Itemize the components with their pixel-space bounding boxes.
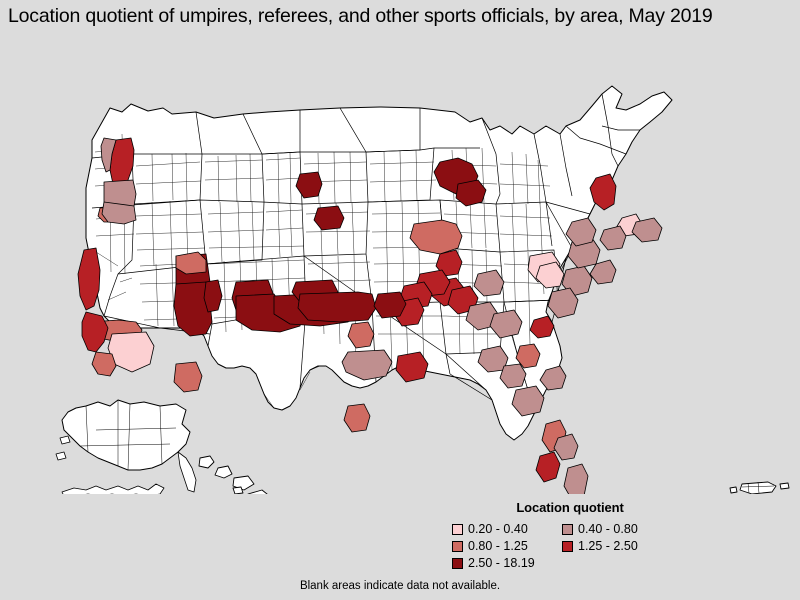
alaska-panhandle xyxy=(177,451,197,493)
region-orlando xyxy=(553,433,579,461)
puerto-rico-detail xyxy=(741,481,775,494)
hawaii-molokai-maui xyxy=(232,475,255,491)
region-la-basin xyxy=(107,331,155,373)
legend-item-3[interactable]: 0.80 - 1.25 xyxy=(452,538,562,554)
legend-label-4: 1.25 - 2.50 xyxy=(578,539,638,553)
region-north-wisconsin xyxy=(435,249,463,277)
hawaii-oahu xyxy=(214,465,233,479)
region-tampa xyxy=(535,451,561,483)
page-title: Location quotient of umpires, referees, … xyxy=(8,5,713,27)
region-north-sd xyxy=(295,171,323,199)
region-bay-area xyxy=(81,311,109,353)
region-slc xyxy=(203,279,223,313)
region-austin-san-antonio xyxy=(343,403,371,433)
region-north-georgia xyxy=(511,385,545,417)
region-west-wyoming xyxy=(175,251,207,275)
region-kansas-city xyxy=(373,291,407,319)
region-salem-mid xyxy=(101,201,137,225)
map-svg[interactable] xyxy=(0,34,800,494)
region-alabama xyxy=(499,363,527,389)
region-coastal-sc xyxy=(539,365,567,391)
alaska-aleutians xyxy=(61,483,165,494)
data-regions xyxy=(77,137,663,494)
region-kentucky-nonmetro xyxy=(489,309,523,339)
puerto-rico-vieques xyxy=(779,482,790,490)
hawaii-lanai xyxy=(232,486,244,494)
legend-swatch-2 xyxy=(562,523,573,535)
region-mich-nw xyxy=(455,179,487,207)
legend-title: Location quotient xyxy=(516,500,624,515)
choropleth-map[interactable] xyxy=(0,34,800,494)
legend-label-2: 0.40 - 0.80 xyxy=(578,522,638,536)
region-coastal-wa xyxy=(100,137,117,173)
region-hudson-valley xyxy=(565,217,597,247)
legend-item-2[interactable]: 0.40 - 0.80 xyxy=(562,521,672,537)
legend-item-5[interactable]: 2.50 - 18.19 xyxy=(452,555,562,571)
alaska-mainland xyxy=(61,399,191,471)
legend-swatch-5 xyxy=(452,557,463,569)
legend-swatch-3 xyxy=(452,540,463,552)
legend-swatch-4 xyxy=(562,540,573,552)
puerto-rico-inset[interactable] xyxy=(729,481,790,494)
region-nor-cal-coast xyxy=(77,247,101,311)
region-baltimore-dc xyxy=(547,287,579,319)
puerto-rico-west-islet xyxy=(729,486,738,494)
legend-item-4[interactable]: 1.25 - 2.50 xyxy=(562,538,672,554)
alaska-inset[interactable] xyxy=(55,399,197,494)
alaska-internal-lines xyxy=(79,400,177,471)
region-pittsburgh xyxy=(535,261,565,289)
footnote: Blank areas indicate data not available. xyxy=(299,580,501,592)
region-springfield-mo xyxy=(395,351,429,383)
region-north-indiana xyxy=(473,269,505,297)
region-west-kansas xyxy=(297,291,377,323)
region-miami xyxy=(563,463,589,494)
region-se-cal xyxy=(91,351,117,377)
legend-items: 0.20 - 0.40 0.40 - 0.80 0.80 - 1.25 1.25… xyxy=(440,521,700,571)
hawaii-kauai xyxy=(198,455,215,469)
region-nashville xyxy=(515,343,541,369)
hawaii-big-island xyxy=(247,489,268,494)
region-cape-cod xyxy=(631,217,663,243)
map-legend: Location quotient 0.20 - 0.40 0.40 - 0.8… xyxy=(440,500,700,570)
region-twin-cities xyxy=(409,219,463,255)
legend-label-1: 0.20 - 0.40 xyxy=(468,522,528,536)
region-nw-arizona xyxy=(173,361,203,393)
region-central-virginia xyxy=(529,315,555,339)
region-north-texas xyxy=(347,321,375,349)
alaska-islands xyxy=(55,435,71,461)
legend-item-1[interactable]: 0.20 - 0.40 xyxy=(452,521,562,537)
region-ne-corridor xyxy=(589,259,617,285)
legend-label-5: 2.50 - 18.19 xyxy=(468,556,535,570)
region-hartford xyxy=(599,225,627,251)
region-central-nebraska xyxy=(313,205,345,231)
legend-swatch-1 xyxy=(452,523,463,535)
legend-label-3: 0.80 - 1.25 xyxy=(468,539,528,553)
hawaii-inset[interactable] xyxy=(198,455,272,494)
region-oklahoma xyxy=(341,349,393,381)
region-north-new-york xyxy=(589,173,617,211)
